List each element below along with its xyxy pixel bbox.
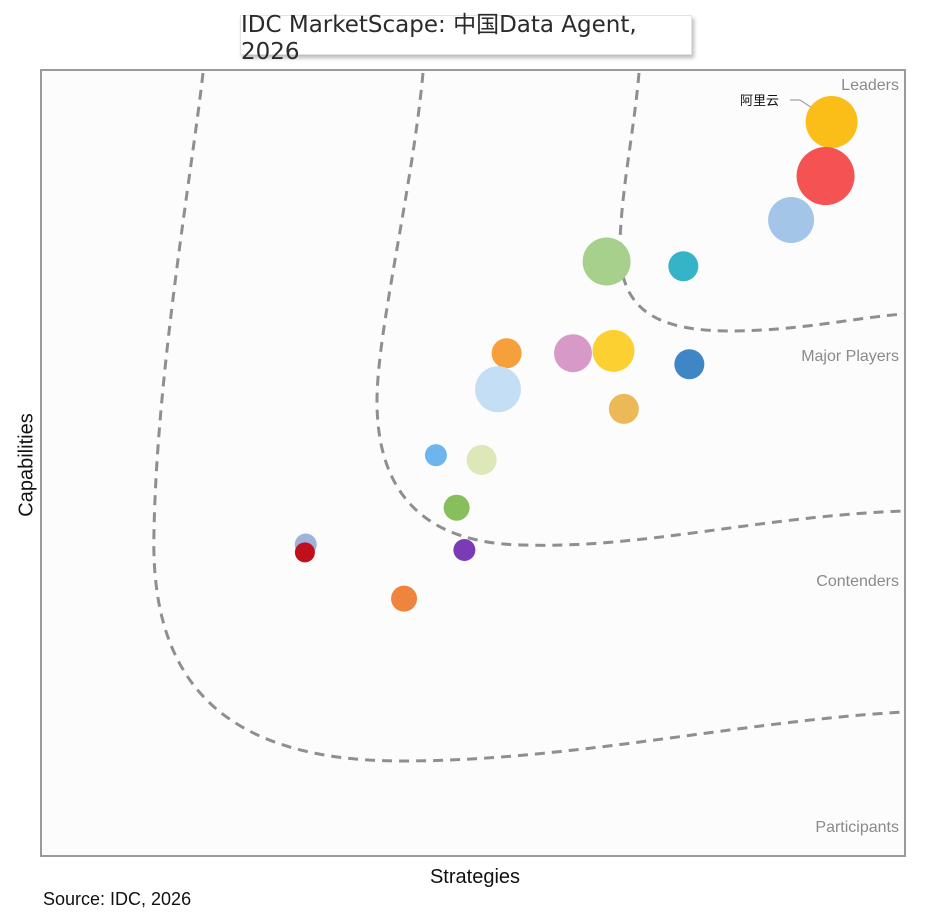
vendor-bubble-6 bbox=[491, 338, 522, 369]
zone-boundary-leaders bbox=[618, 72, 904, 333]
source-note: Source: IDC, 2026 bbox=[43, 889, 192, 909]
zone-boundary-major-players bbox=[375, 72, 904, 547]
vendor-bubble-9 bbox=[674, 349, 705, 380]
zone-label-contenders: Contenders bbox=[816, 573, 899, 590]
vendor-bubble-10 bbox=[474, 366, 521, 413]
vendor-bubble-1 bbox=[805, 95, 858, 148]
vendor-bubble-17 bbox=[453, 539, 476, 562]
vendor-bubble-16 bbox=[294, 542, 315, 563]
marketscape-chart: Leaders Major Players Contenders Partici… bbox=[152, 72, 904, 836]
chart-title: IDC MarketScape: 中国Data Agent, 2026 bbox=[240, 12, 692, 65]
vendor-bubble-2 bbox=[796, 147, 855, 206]
zone-boundaries bbox=[152, 72, 904, 763]
vendor-bubbles bbox=[294, 95, 858, 612]
y-axis-label: Capabilities bbox=[15, 413, 38, 517]
vendor-bubble-14 bbox=[443, 494, 470, 521]
vendor-bubble-3 bbox=[768, 196, 815, 243]
zone-boundary-contenders bbox=[152, 72, 904, 763]
vendor-bubble-18 bbox=[391, 585, 418, 612]
vendor-bubble-13 bbox=[466, 444, 497, 475]
vendor-bubble-4 bbox=[582, 237, 631, 286]
plot-area: Leaders Major Players Contenders Partici… bbox=[40, 69, 906, 857]
zone-label-major-players: Major Players bbox=[801, 348, 899, 365]
zone-label-leaders: Leaders bbox=[841, 77, 899, 94]
vendor-bubble-8 bbox=[592, 329, 635, 372]
zone-label-participants: Participants bbox=[815, 819, 899, 836]
vendor-bubble-7 bbox=[553, 334, 592, 373]
vendor-bubble-11 bbox=[608, 393, 639, 424]
vendor-bubble-5 bbox=[668, 251, 699, 282]
callout-aliyun: 阿里云 bbox=[740, 94, 779, 109]
x-axis-label: Strategies bbox=[429, 866, 521, 888]
vendor-bubble-12 bbox=[424, 444, 447, 467]
